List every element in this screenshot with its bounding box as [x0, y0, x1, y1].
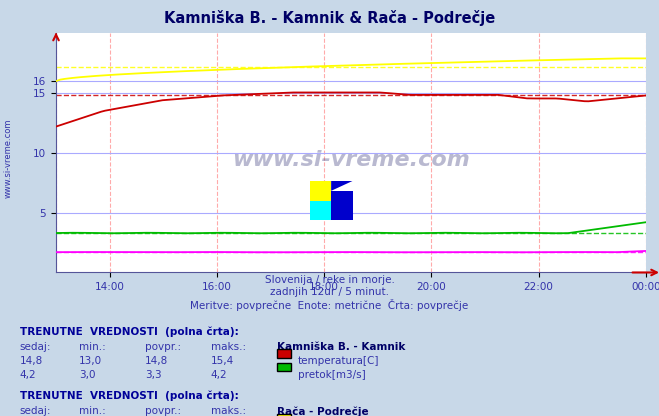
Text: Meritve: povprečne  Enote: metrične  Črta: povprečje: Meritve: povprečne Enote: metrične Črta:… [190, 299, 469, 311]
Text: 4,2: 4,2 [211, 370, 227, 380]
Text: 14,8: 14,8 [145, 356, 168, 366]
Text: zadnjih 12ur / 5 minut.: zadnjih 12ur / 5 minut. [270, 287, 389, 297]
Text: 13,0: 13,0 [79, 356, 102, 366]
Text: Slovenija / reke in morje.: Slovenija / reke in morje. [264, 275, 395, 285]
Text: maks.:: maks.: [211, 406, 246, 416]
Text: temperatura[C]: temperatura[C] [298, 356, 380, 366]
Text: min.:: min.: [79, 342, 106, 352]
Bar [310, 201, 331, 220]
Text: Kamniška B. - Kamnik: Kamniška B. - Kamnik [277, 342, 405, 352]
Text: TRENUTNE  VREDNOSTI  (polna črta):: TRENUTNE VREDNOSTI (polna črta): [20, 327, 239, 337]
Text: sedaj:: sedaj: [20, 342, 51, 352]
Text: povpr.:: povpr.: [145, 406, 181, 416]
Text: Kamniška B. - Kamnik & Rača - Podrečje: Kamniška B. - Kamnik & Rača - Podrečje [164, 10, 495, 26]
Text: 4,2: 4,2 [20, 370, 36, 380]
Text: 14,8: 14,8 [20, 356, 43, 366]
Text: min.:: min.: [79, 406, 106, 416]
Bar [310, 181, 331, 220]
Text: 15,4: 15,4 [211, 356, 234, 366]
Text: 3,0: 3,0 [79, 370, 96, 380]
Text: maks.:: maks.: [211, 342, 246, 352]
Polygon shape [331, 181, 353, 191]
Text: TRENUTNE  VREDNOSTI  (polna črta):: TRENUTNE VREDNOSTI (polna črta): [20, 391, 239, 401]
Text: www.si-vreme.com: www.si-vreme.com [232, 150, 470, 170]
Text: povpr.:: povpr.: [145, 342, 181, 352]
Text: www.si-vreme.com: www.si-vreme.com [3, 118, 13, 198]
Text: Rača - Podrečje: Rača - Podrečje [277, 406, 368, 416]
Text: 3,3: 3,3 [145, 370, 161, 380]
Bar [331, 191, 353, 220]
Text: pretok[m3/s]: pretok[m3/s] [298, 370, 366, 380]
Text: sedaj:: sedaj: [20, 406, 51, 416]
